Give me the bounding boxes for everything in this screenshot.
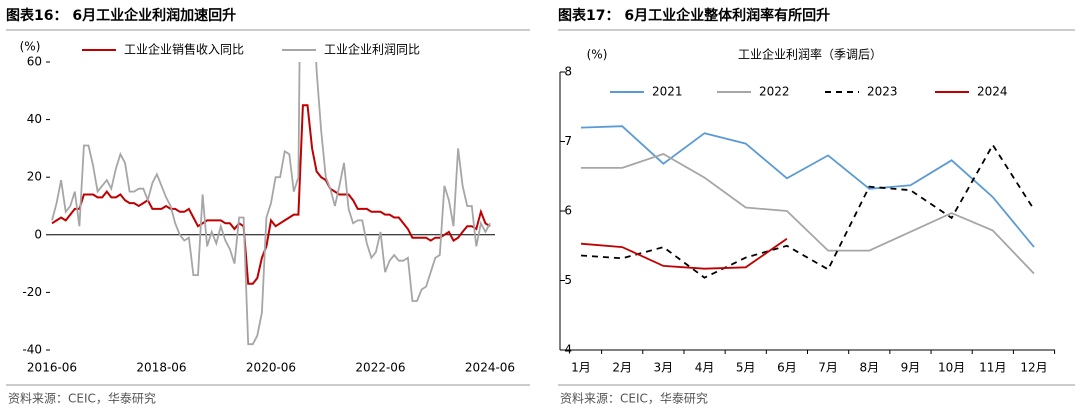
x-tick-label: 2024-06 <box>465 361 515 375</box>
y-axis-label: (%) <box>587 48 608 62</box>
y-tick-label: 6 <box>564 204 572 218</box>
legend-label: 2024 <box>977 85 1008 99</box>
x-tick-label: 11月 <box>979 361 1006 375</box>
x-tick-label: 1月 <box>571 361 591 375</box>
series-line <box>51 104 491 285</box>
x-tick-label: 3月 <box>654 361 674 375</box>
x-tick-label: 12月 <box>1020 361 1047 375</box>
legend-label: 工业企业利润同比 <box>324 42 420 57</box>
x-tick-label: 5月 <box>736 361 756 375</box>
x-tick-label: 2022-06 <box>355 361 405 375</box>
x-tick-label: 4月 <box>695 361 715 375</box>
x-tick-label: 2月 <box>612 361 632 375</box>
x-tick-label: 2016-06 <box>27 361 77 375</box>
source: 资料来源：CEIC，华泰研究 <box>8 391 156 406</box>
y-tick-label: 5 <box>564 273 572 287</box>
y-tick-label: 8 <box>564 65 572 79</box>
chart-subtitle: 工业企业利润率（季调后） <box>738 47 882 62</box>
y-tick-label: 60 <box>27 55 42 69</box>
series-line <box>580 143 1035 279</box>
y-tick-label: -20 <box>22 285 42 299</box>
chart-title: 图表16： 6月工业企业利润加速回升 <box>6 7 236 24</box>
x-tick-label: 7月 <box>818 361 838 375</box>
legend-label: 2022 <box>759 85 790 99</box>
legend-label: 工业企业销售收入同比 <box>124 42 244 57</box>
legend-label: 2021 <box>652 85 683 99</box>
y-tick-label: 7 <box>564 134 572 148</box>
plot-area <box>580 125 1035 279</box>
series-line <box>581 153 1035 275</box>
y-tick-label: 20 <box>27 170 42 184</box>
series-line <box>580 125 1035 248</box>
chart-title: 图表17： 6月工业企业整体利润率有所回升 <box>558 7 830 24</box>
y-tick-label: 0 <box>34 227 42 241</box>
y-axis-label: (%) <box>20 40 41 54</box>
plot-area <box>51 62 491 346</box>
x-tick-label: 10月 <box>938 361 965 375</box>
x-tick-label: 8月 <box>859 361 879 375</box>
x-tick-label: 2020-06 <box>246 361 296 375</box>
source: 资料来源：CEIC，华泰研究 <box>560 391 708 406</box>
y-tick-label: 40 <box>27 112 42 126</box>
series-line <box>51 62 491 346</box>
x-tick-label: 6月 <box>777 361 797 375</box>
legend-label: 2023 <box>867 85 898 99</box>
x-tick-label: 2018-06 <box>136 361 186 375</box>
x-tick-label: 9月 <box>901 361 921 375</box>
series-line <box>580 238 788 270</box>
y-tick-label: -40 <box>22 343 42 357</box>
